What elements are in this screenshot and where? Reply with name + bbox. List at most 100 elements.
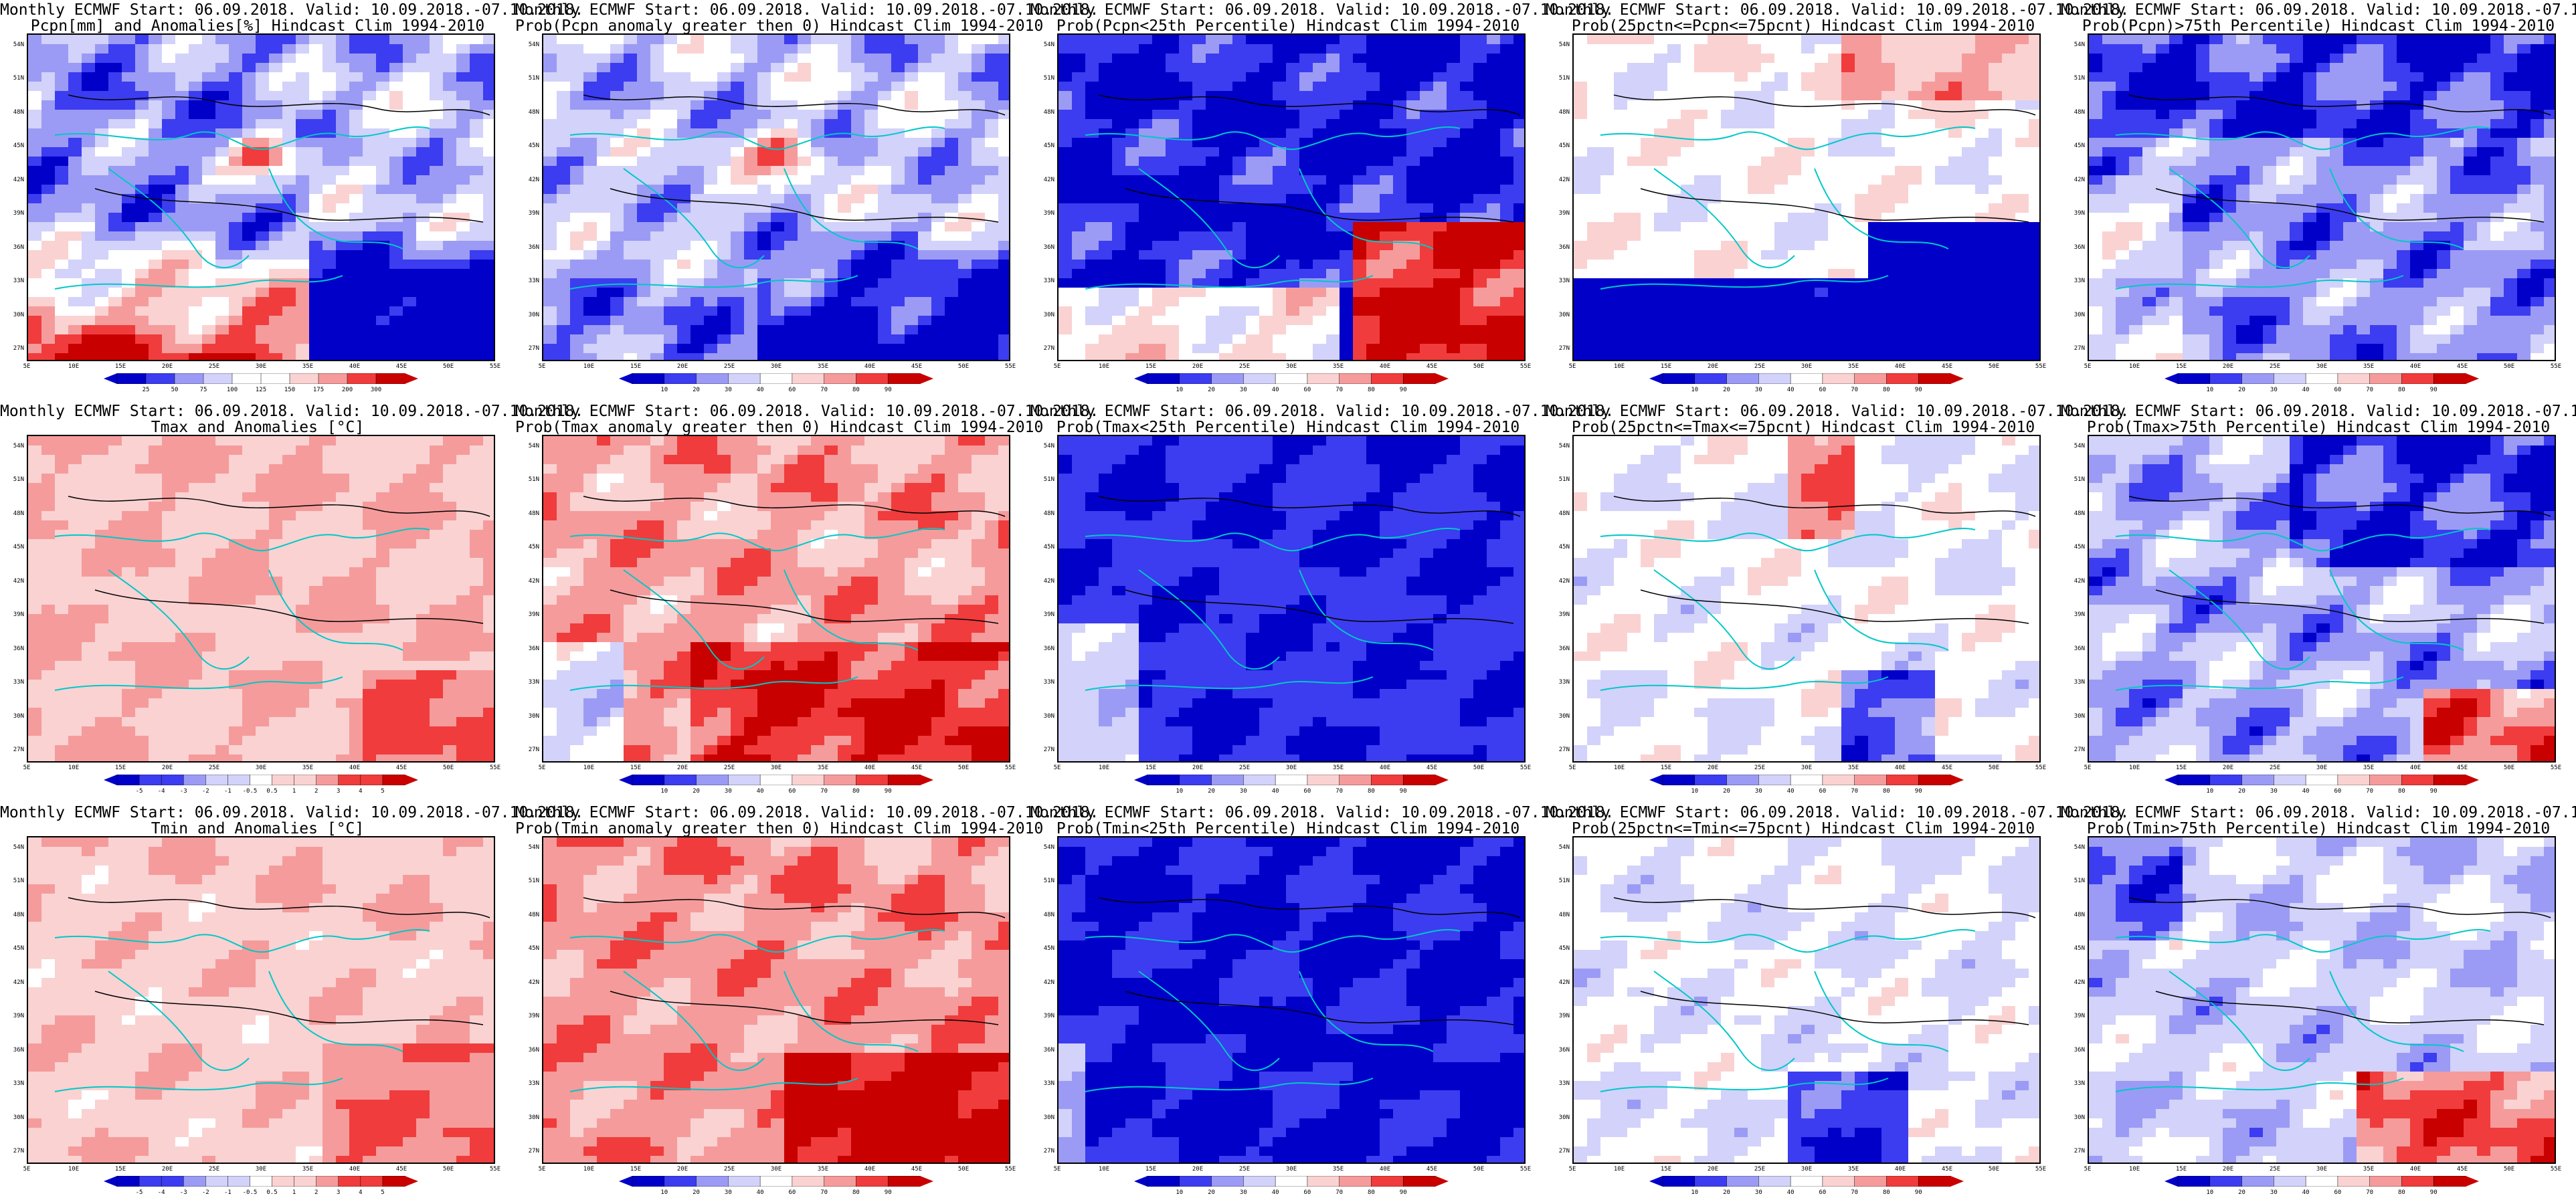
heatmap-cell (1801, 222, 1815, 232)
heatmap-cell (1099, 213, 1113, 223)
heatmap-cell (1708, 241, 1722, 251)
heatmap-cell (905, 82, 919, 92)
heatmap-cell (1587, 175, 1601, 185)
heatmap-cell (1654, 175, 1668, 185)
heatmap-cell (650, 353, 664, 360)
heatmap-cell (1500, 250, 1514, 260)
heatmap-cell (349, 344, 363, 354)
heatmap-cell (824, 147, 838, 157)
heatmap-cell (1166, 44, 1180, 54)
heatmap-cell (798, 175, 812, 185)
heatmap-cell (162, 128, 176, 138)
lon-tick-label: 15E (114, 363, 126, 370)
heatmap-cell (1922, 278, 1936, 288)
heatmap-cell (664, 250, 678, 260)
heatmap-cell (456, 203, 470, 213)
heatmap-cell (1989, 110, 2003, 120)
heatmap-cell (1587, 128, 1601, 138)
heatmap-cell (1420, 203, 1434, 213)
heatmap-cell (1353, 147, 1367, 157)
heatmap-cell (744, 119, 758, 129)
heatmap-cell (918, 250, 932, 260)
heatmap-cell (135, 325, 149, 335)
heatmap-cell (1326, 54, 1340, 64)
heatmap-cell (175, 241, 189, 251)
heatmap-cell (1259, 231, 1273, 241)
heatmap-cell (1299, 344, 1313, 354)
heatmap-cell (1895, 147, 1909, 157)
heatmap-cell (349, 110, 363, 120)
heatmap-cell (202, 157, 216, 167)
heatmap-cell (1681, 54, 1695, 64)
heatmap-cell (691, 100, 705, 110)
heatmap-cell (664, 241, 678, 251)
heatmap-cell (704, 213, 718, 223)
heatmap-cell (1219, 54, 1233, 64)
heatmap-cell (349, 203, 363, 213)
heatmap-cell (309, 250, 323, 260)
heatmap-cell (664, 35, 678, 45)
heatmap-cell (1614, 203, 1628, 213)
heatmap-cell (677, 288, 691, 298)
heatmap-cell (543, 185, 557, 195)
heatmap-cell (1393, 222, 1407, 232)
heatmap-cell (1273, 128, 1287, 138)
heatmap-cell (798, 241, 812, 251)
heatmap-cell (891, 110, 905, 120)
heatmap-cell (256, 334, 270, 344)
heatmap-cell (1460, 297, 1474, 307)
heatmap-cell (1734, 110, 1748, 120)
heatmap-cell (82, 260, 96, 270)
heatmap-cell (2015, 334, 2029, 344)
heatmap-cell (323, 306, 337, 316)
heatmap-cell (1761, 288, 1775, 298)
heatmap-cell (296, 260, 310, 270)
heatmap-cell (624, 63, 638, 73)
heatmap-cell (1393, 288, 1407, 298)
heatmap-cell (972, 157, 986, 167)
heatmap-cell (202, 213, 216, 223)
heatmap-cell (1259, 203, 1273, 213)
heatmap-cell (1881, 110, 1896, 120)
colorbar-tick-label: 125 (255, 387, 267, 393)
heatmap-cell (1788, 166, 1802, 176)
heatmap-cell (430, 175, 444, 185)
heatmap-cell (1286, 119, 1300, 129)
heatmap-cell (1975, 306, 1989, 316)
heatmap-cell (1393, 297, 1407, 307)
heatmap-cell (824, 306, 838, 316)
heatmap-cell (1433, 147, 1447, 157)
heatmap-cell (691, 82, 705, 92)
heatmap-cell (945, 278, 959, 288)
heatmap-cell (175, 54, 189, 64)
heatmap-cell (664, 54, 678, 64)
heatmap-cell (1801, 269, 1815, 279)
heatmap-cell (543, 316, 557, 326)
heatmap-cell (135, 269, 149, 279)
heatmap-cell (1299, 82, 1313, 92)
heatmap-cell (1099, 241, 1113, 251)
heatmap-cell (610, 138, 624, 148)
heatmap-cell (309, 278, 323, 288)
heatmap-cell (1734, 147, 1748, 157)
heatmap-cell (717, 138, 731, 148)
heatmap-cell (1587, 250, 1601, 260)
heatmap-cell (28, 260, 42, 270)
heatmap-cell (135, 250, 149, 260)
heatmap-cell (2029, 278, 2039, 288)
heatmap-cell (323, 91, 337, 101)
heatmap-cell (864, 63, 879, 73)
heatmap-cell (256, 316, 270, 326)
heatmap-cell (1353, 316, 1367, 326)
heatmap-cell (905, 325, 919, 335)
heatmap-cell (610, 35, 624, 45)
heatmap-cell (677, 316, 691, 326)
heatmap-cell (1855, 260, 1869, 270)
heatmap-cell (744, 203, 758, 213)
heatmap-cell (931, 288, 945, 298)
heatmap-cell (336, 306, 350, 316)
heatmap-cell (610, 344, 624, 354)
heatmap-cell (1192, 72, 1206, 82)
heatmap-cell (430, 91, 444, 101)
heatmap-cell (443, 278, 457, 288)
